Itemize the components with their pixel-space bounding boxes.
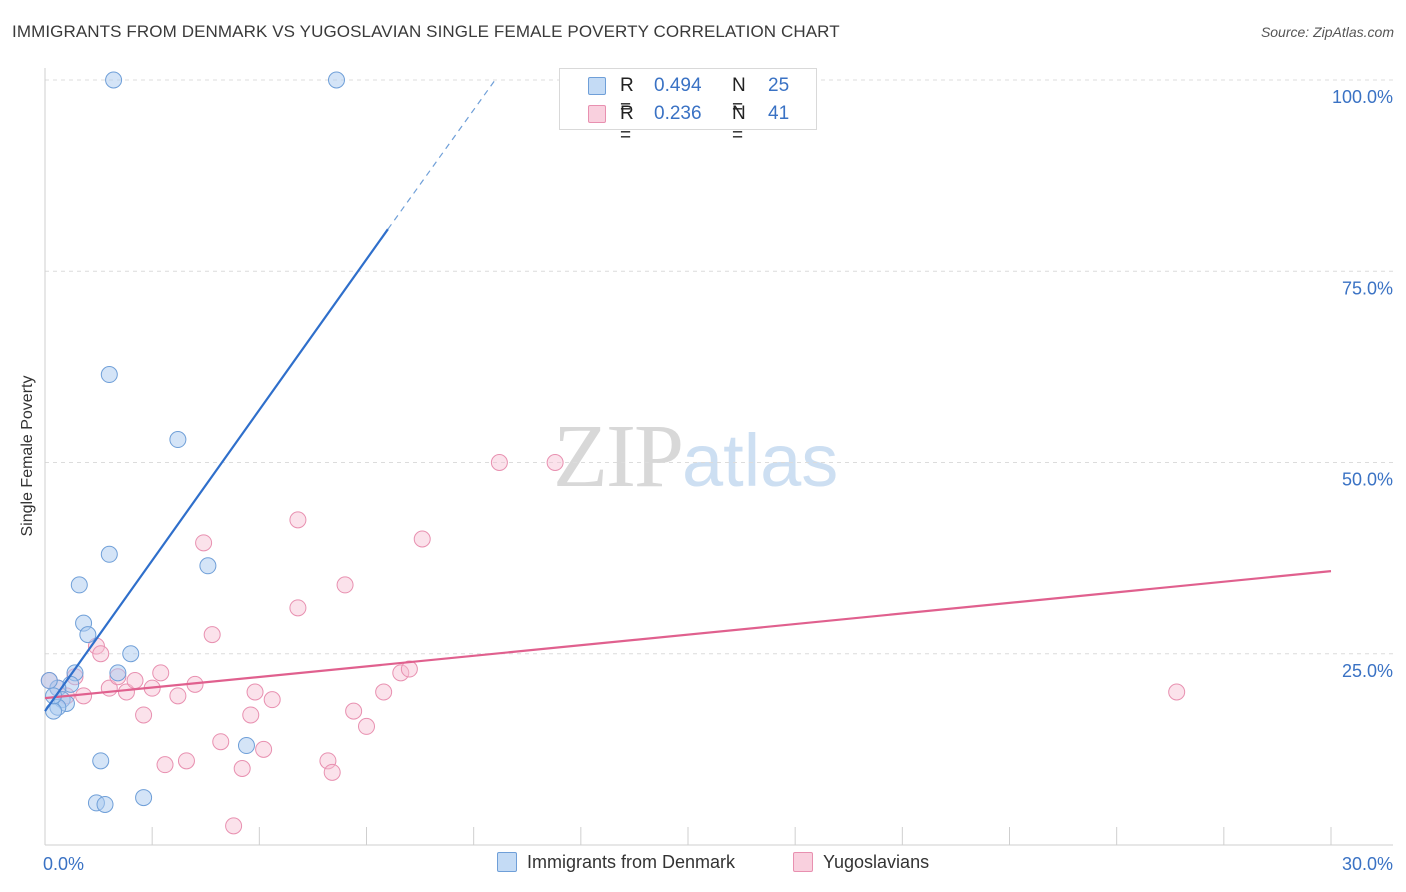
yugoslavians-point — [156, 756, 174, 774]
denmark-point — [199, 557, 217, 575]
yugoslavians-point — [1168, 683, 1186, 701]
yugoslavians-trend-line — [44, 570, 1332, 700]
grid-lines — [45, 79, 1393, 655]
denmark-point — [169, 431, 187, 449]
denmark-point — [40, 672, 58, 690]
yugoslavians-point — [126, 672, 144, 690]
legend-swatch-blue — [588, 77, 606, 95]
chart-title: IMMIGRANTS FROM DENMARK VS YUGOSLAVIAN S… — [12, 22, 840, 41]
legend-n-value: 41 — [768, 103, 790, 124]
x-tick-label: 0.0% — [43, 854, 84, 874]
denmark-point — [79, 626, 97, 644]
yugoslavians-point — [203, 626, 221, 644]
legend-swatch-pink — [588, 105, 606, 123]
yugoslavians-point — [358, 717, 375, 735]
denmark-point — [327, 71, 345, 89]
legend-n-label: N = — [732, 75, 746, 118]
yugoslavians-point — [135, 706, 153, 724]
y-tick-label: 100.0% — [1332, 87, 1393, 107]
yugoslavians-point — [169, 687, 187, 705]
denmark-point — [135, 789, 153, 807]
denmark-point — [105, 71, 123, 89]
denmark-point — [92, 752, 110, 770]
yugoslavians-point — [413, 530, 431, 548]
watermark: ZIPatlas — [553, 405, 838, 508]
denmark-trend-line — [44, 228, 389, 712]
denmark-point — [96, 795, 114, 813]
tick-labels: 25.0% 50.0% 75.0% 100.0% 0.0% 30.0% — [43, 87, 1393, 874]
yugoslavians-point — [289, 599, 307, 617]
yugoslavians-point — [289, 511, 307, 529]
bottom-legend-label-yugoslavians: Yugoslavians — [823, 852, 930, 872]
yugoslavians-point — [263, 691, 281, 709]
yugoslavians-point — [117, 683, 135, 701]
watermark-atlas: atlas — [682, 419, 839, 502]
denmark-point — [109, 664, 127, 682]
yugoslavians-point — [152, 664, 170, 682]
source-label: Source: ZipAtlas.com — [1260, 24, 1394, 40]
yugoslavians-point — [246, 683, 264, 701]
legend-r-label: R = — [620, 75, 634, 118]
watermark-zip: ZIP — [553, 407, 684, 506]
legend-n-label: N = — [732, 103, 746, 146]
yugoslavians-point — [375, 683, 393, 701]
yugoslavians-point — [177, 752, 195, 770]
denmark-point — [100, 366, 118, 384]
y-tick-label: 50.0% — [1342, 470, 1393, 490]
trend-lines — [44, 79, 1332, 712]
legend-r-value: 0.236 — [654, 103, 702, 124]
denmark-point — [70, 576, 88, 594]
axes — [44, 68, 1393, 846]
bottom-legend-yugoslavians: Yugoslavians — [793, 852, 929, 873]
yugoslavians-point — [345, 702, 363, 720]
yugoslavians-point — [319, 752, 337, 770]
yugoslavians-point — [242, 706, 260, 724]
bottom-legend-label-denmark: Immigrants from Denmark — [527, 852, 736, 872]
yugoslavians-point — [490, 454, 508, 471]
bottom-legend-denmark: Immigrants from Denmark — [497, 852, 735, 873]
yugoslavians-point — [212, 733, 230, 751]
bottom-legend-swatch-blue — [497, 852, 517, 872]
denmark-point — [237, 737, 255, 755]
correlation-legend: R = 0.494 N = 25 R = 0.236 N = 41 — [559, 68, 817, 146]
yugoslavians-point — [92, 645, 110, 663]
yugoslavians-point — [546, 454, 564, 471]
y-tick-label: 75.0% — [1342, 278, 1393, 298]
yugoslavians-point — [225, 817, 243, 835]
denmark-point — [100, 545, 118, 563]
bottom-legend-swatch-pink — [793, 852, 813, 872]
yugoslavians-point — [336, 576, 354, 594]
yugoslavians-point — [392, 664, 410, 682]
yugoslavians-points — [40, 454, 1186, 835]
y-tick-label: 25.0% — [1342, 661, 1393, 681]
legend-r-label: R = — [620, 103, 634, 146]
legend-n-value: 25 — [768, 75, 790, 96]
yugoslavians-point — [255, 740, 273, 758]
yugoslavians-point — [233, 760, 251, 777]
denmark-trend-extension — [387, 79, 496, 230]
yugoslavians-point — [195, 534, 213, 552]
yugoslavians-point — [323, 763, 341, 781]
denmark-point — [122, 645, 140, 663]
legend-r-value: 0.494 — [654, 75, 702, 96]
x-tick-label: 30.0% — [1342, 854, 1393, 874]
